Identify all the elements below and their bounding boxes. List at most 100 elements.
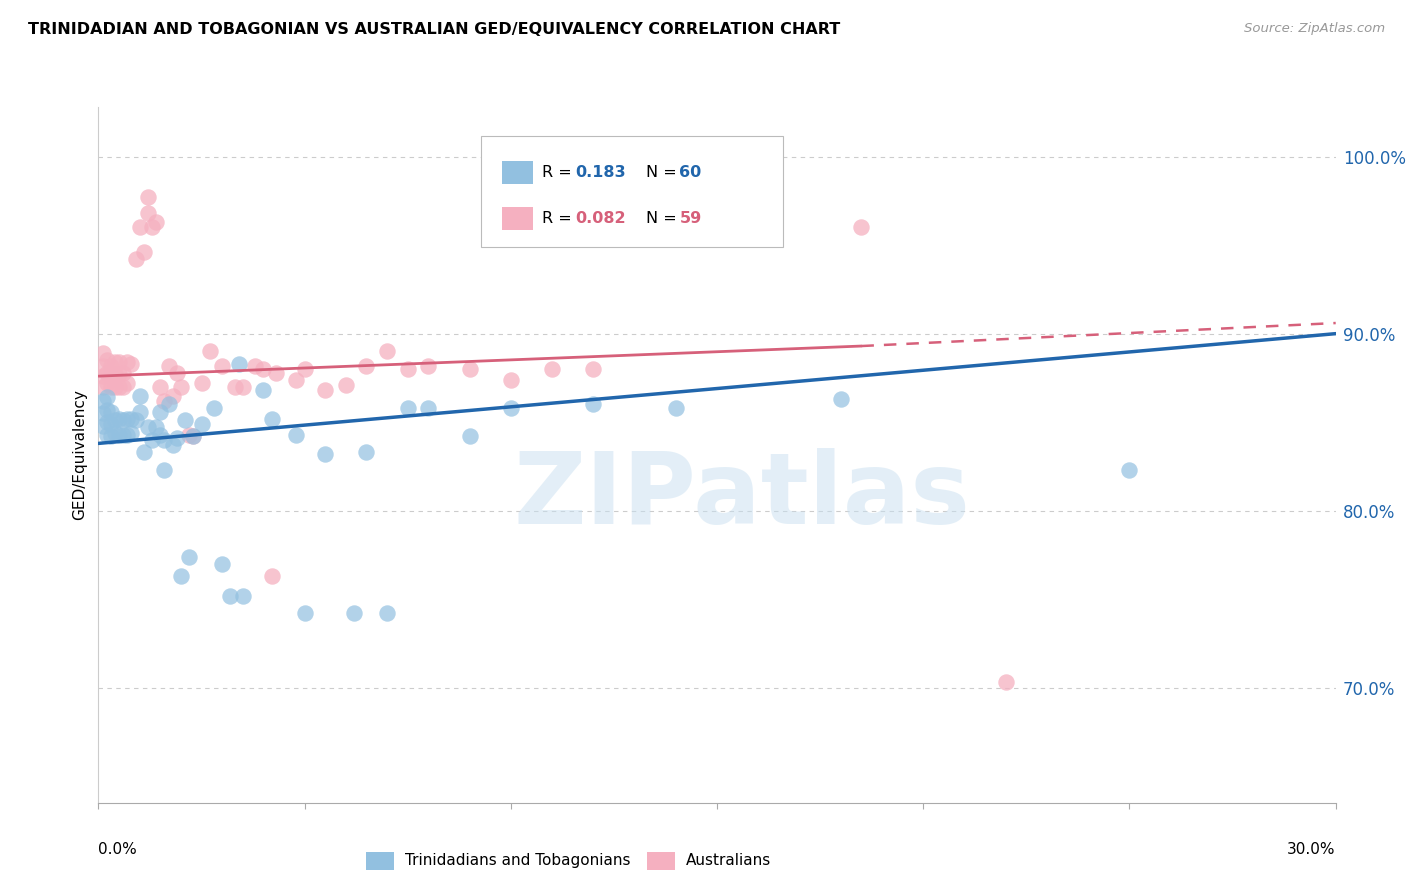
Point	[157, 397, 180, 411]
Point	[112, 427, 135, 442]
Point	[499, 373, 522, 387]
Point	[128, 389, 150, 403]
Point	[396, 362, 419, 376]
Point	[120, 425, 142, 440]
Point	[179, 427, 201, 442]
Point	[499, 401, 522, 415]
Point	[91, 418, 114, 433]
Point	[108, 427, 131, 442]
Point	[120, 411, 142, 425]
Point	[112, 380, 135, 394]
Point	[145, 215, 167, 229]
Point	[458, 429, 481, 443]
Point	[108, 355, 131, 369]
Point	[198, 344, 221, 359]
Point	[117, 411, 139, 425]
Point	[91, 380, 114, 394]
Text: N =: N =	[645, 165, 682, 180]
Point	[104, 413, 127, 427]
Point	[458, 362, 481, 376]
Point	[170, 569, 193, 583]
Point	[181, 429, 204, 443]
Point	[224, 380, 246, 394]
Point	[285, 373, 308, 387]
Point	[228, 357, 250, 371]
Text: N =: N =	[645, 211, 682, 227]
Text: 0.082: 0.082	[575, 211, 626, 227]
Point	[162, 389, 184, 403]
Point	[418, 401, 440, 415]
Point	[166, 366, 188, 380]
Point	[100, 380, 122, 394]
Point	[285, 427, 308, 442]
Point	[252, 362, 274, 376]
Point	[157, 359, 180, 373]
Point	[136, 420, 159, 434]
Point	[375, 607, 398, 621]
Point	[396, 401, 419, 415]
Point	[181, 429, 204, 443]
Point	[96, 402, 118, 417]
Point	[128, 220, 150, 235]
Point	[120, 357, 142, 371]
Point	[96, 376, 118, 391]
Point	[294, 362, 316, 376]
Point	[232, 589, 254, 603]
Point	[91, 393, 114, 408]
Text: 0.0%: 0.0%	[98, 842, 138, 856]
Point	[994, 675, 1017, 690]
Point	[190, 417, 212, 431]
Point	[145, 420, 167, 434]
Text: R =: R =	[541, 165, 576, 180]
Point	[356, 445, 378, 459]
Point	[141, 220, 163, 235]
Text: Source: ZipAtlas.com: Source: ZipAtlas.com	[1244, 22, 1385, 36]
Point	[174, 413, 197, 427]
Point	[830, 392, 852, 406]
Point	[582, 397, 605, 411]
Point	[112, 366, 135, 380]
Point	[117, 355, 139, 369]
Text: Trinidadians and Tobagonians: Trinidadians and Tobagonians	[405, 854, 630, 868]
Point	[136, 190, 159, 204]
Point	[260, 411, 283, 425]
Point	[153, 393, 176, 408]
Point	[190, 376, 212, 391]
Point	[294, 607, 316, 621]
Point	[141, 433, 163, 447]
Point	[91, 359, 114, 373]
Point	[541, 362, 564, 376]
Point	[153, 463, 176, 477]
Text: 60: 60	[679, 165, 702, 180]
Point	[232, 380, 254, 394]
Point	[96, 366, 118, 380]
Text: ZIPatlas: ZIPatlas	[513, 448, 970, 545]
Point	[166, 431, 188, 445]
Point	[96, 427, 118, 442]
Point	[100, 429, 122, 443]
Point	[104, 380, 127, 394]
Point	[100, 404, 122, 418]
Point	[104, 425, 127, 440]
Point	[104, 355, 127, 369]
Point	[356, 359, 378, 373]
Point	[851, 220, 873, 235]
Point	[136, 206, 159, 220]
Point	[243, 359, 266, 373]
Point	[100, 369, 122, 384]
Point	[153, 433, 176, 447]
Point	[104, 368, 127, 382]
Point	[252, 384, 274, 398]
Point	[179, 549, 201, 564]
Point	[91, 406, 114, 420]
Text: 59: 59	[679, 211, 702, 227]
Text: Australians: Australians	[686, 854, 772, 868]
Point	[219, 589, 242, 603]
Point	[124, 413, 146, 427]
Point	[162, 438, 184, 452]
Point	[96, 353, 118, 368]
Point	[418, 359, 440, 373]
Text: 30.0%: 30.0%	[1288, 842, 1336, 856]
Y-axis label: GED/Equivalency: GED/Equivalency	[72, 390, 87, 520]
Point	[314, 447, 336, 461]
